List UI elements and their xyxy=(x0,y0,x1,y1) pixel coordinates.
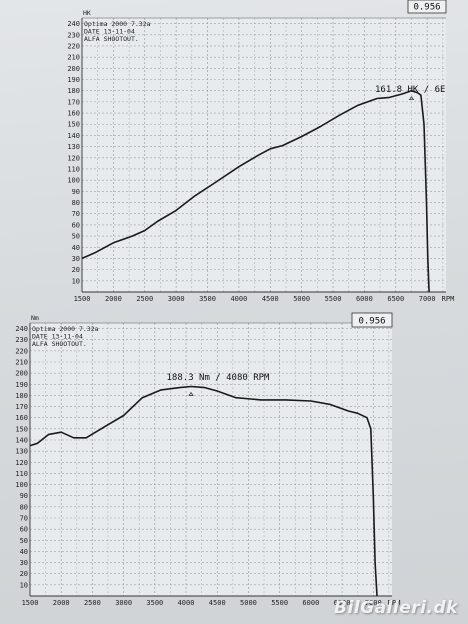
y-tick-label: 220 xyxy=(67,42,80,50)
x-tick-label: 3000 xyxy=(115,599,132,607)
y-tick-label: 190 xyxy=(67,76,80,84)
y-tick-label: 180 xyxy=(15,392,28,400)
peak-label: 188.3 Nm / 4080 RPM xyxy=(167,373,271,383)
y-tick-label: 90 xyxy=(20,492,28,500)
y-tick-label: 80 xyxy=(20,503,28,511)
x-tick-label: 3000 xyxy=(168,295,185,303)
info-line: ALFA SHOOTOUT. xyxy=(84,35,139,43)
chart-1: 10 20 30 40 50 60 70 80 90 100 110 120 130 140 150 160 1… xyxy=(67,0,454,303)
y-tick-label: 100 xyxy=(15,481,28,489)
x-tick-label: 3500 xyxy=(199,295,216,303)
y-tick-label: 240 xyxy=(67,20,80,28)
y-tick-label: 210 xyxy=(15,359,28,367)
x-tick-label: 2000 xyxy=(105,295,122,303)
correction-value: 0.956 xyxy=(358,317,385,327)
y-tick-label: 150 xyxy=(67,121,80,129)
y-tick-label: 60 xyxy=(72,221,80,229)
y-tick-label: 110 xyxy=(67,165,80,173)
x-tick-label: 7000 xyxy=(419,295,436,303)
x-tick-label: 2500 xyxy=(84,599,101,607)
y-tick-label: 70 xyxy=(20,515,28,523)
x-tick-label: 7000 xyxy=(365,599,382,607)
y-tick-label: 90 xyxy=(72,188,80,196)
x-tick-label: 4000 xyxy=(230,295,247,303)
x-tick-label: 2000 xyxy=(53,599,70,607)
y-tick-label: 110 xyxy=(15,470,28,478)
x-tick-label: 6500 xyxy=(334,599,351,607)
info-line: ALFA SHOOTOUT. xyxy=(32,340,87,348)
y-tick-label: 170 xyxy=(67,98,80,106)
y-tick-label: 230 xyxy=(15,336,28,344)
correction-value: 0.956 xyxy=(413,3,440,13)
y-tick-label: 160 xyxy=(67,110,80,118)
info-line: Optima 2000 7.32a xyxy=(84,20,151,28)
y-tick-label: 200 xyxy=(15,370,28,378)
y-unit-label: Nm xyxy=(31,314,39,322)
peak-marker xyxy=(408,96,415,101)
y-tick-label: 180 xyxy=(67,87,80,95)
x-tick-label: 4500 xyxy=(262,295,279,303)
y-tick-label: 200 xyxy=(67,65,80,73)
x-tick-label: 6000 xyxy=(356,295,373,303)
chart-2: 10 20 30 40 50 60 70 80 90 100 110 120 130 140 150 160 1… xyxy=(15,312,401,607)
y-tick-label: 130 xyxy=(67,143,80,151)
y-tick-label: 60 xyxy=(20,526,28,534)
x-tick-label: 4500 xyxy=(209,599,226,607)
peak-label: 161.8 HK / 6E xyxy=(375,85,445,95)
y-tick-label: 130 xyxy=(15,448,28,456)
y-tick-label: 20 xyxy=(72,266,80,274)
x-tick-label: 4000 xyxy=(178,599,195,607)
y-tick-label: 190 xyxy=(15,381,28,389)
y-tick-label: 220 xyxy=(15,347,28,355)
y-tick-label: 100 xyxy=(67,177,80,185)
info-line: DATE 13-11-04 xyxy=(84,28,135,36)
x-tick-label: 1500 xyxy=(22,599,39,607)
x-tick-label: 5500 xyxy=(325,295,342,303)
peak-marker xyxy=(188,391,194,396)
y-tick-label: 50 xyxy=(72,233,80,241)
y-unit-label: HK xyxy=(83,9,91,17)
x-tick-label: 6500 xyxy=(387,295,404,303)
plot-area xyxy=(30,323,392,596)
y-tick-label: 40 xyxy=(72,244,80,252)
x-tick-label: 1500 xyxy=(74,295,91,303)
y-tick-label: 140 xyxy=(67,132,80,140)
y-tick-label: 140 xyxy=(15,437,28,445)
y-tick-label: 20 xyxy=(20,570,28,578)
correction-box xyxy=(351,312,393,328)
y-tick-label: 120 xyxy=(67,154,80,162)
series-line-1 xyxy=(81,89,430,293)
x-tick-label: 5500 xyxy=(271,599,288,607)
x-tick-label: 3500 xyxy=(146,599,163,607)
y-tick-label: 30 xyxy=(20,559,28,567)
x-axis-label: RPM xyxy=(442,295,455,303)
y-tick-label: 70 xyxy=(72,210,80,218)
correction-box xyxy=(407,0,447,14)
y-tick-label: 210 xyxy=(67,54,80,62)
y-tick-label: 170 xyxy=(15,403,28,411)
y-tick-label: 240 xyxy=(15,325,28,333)
y-tick-label: 10 xyxy=(20,581,28,589)
plot-area xyxy=(82,18,446,292)
y-tick-label: 150 xyxy=(15,425,28,433)
info-line: DATE 13-11-04 xyxy=(32,333,83,341)
y-tick-label: 50 xyxy=(20,537,28,545)
y-tick-label: 230 xyxy=(67,31,80,39)
x-tick-label: 6000 xyxy=(302,599,319,607)
x-tick-label: 5000 xyxy=(240,599,257,607)
y-tick-label: 120 xyxy=(15,459,28,467)
y-tick-label: 40 xyxy=(20,548,28,556)
x-axis-label: RPM xyxy=(388,599,401,607)
y-tick-label: 30 xyxy=(72,255,80,263)
y-tick-label: 80 xyxy=(72,199,80,207)
info-line: Optima 2000 7.32a xyxy=(32,325,99,333)
watermark-text: BilGalleri.dk xyxy=(334,598,458,618)
y-tick-label: 160 xyxy=(15,414,28,422)
x-tick-label: 5000 xyxy=(293,295,310,303)
y-tick-label: 10 xyxy=(72,277,80,285)
series-line-1 xyxy=(29,385,378,597)
x-tick-label: 2500 xyxy=(136,295,153,303)
